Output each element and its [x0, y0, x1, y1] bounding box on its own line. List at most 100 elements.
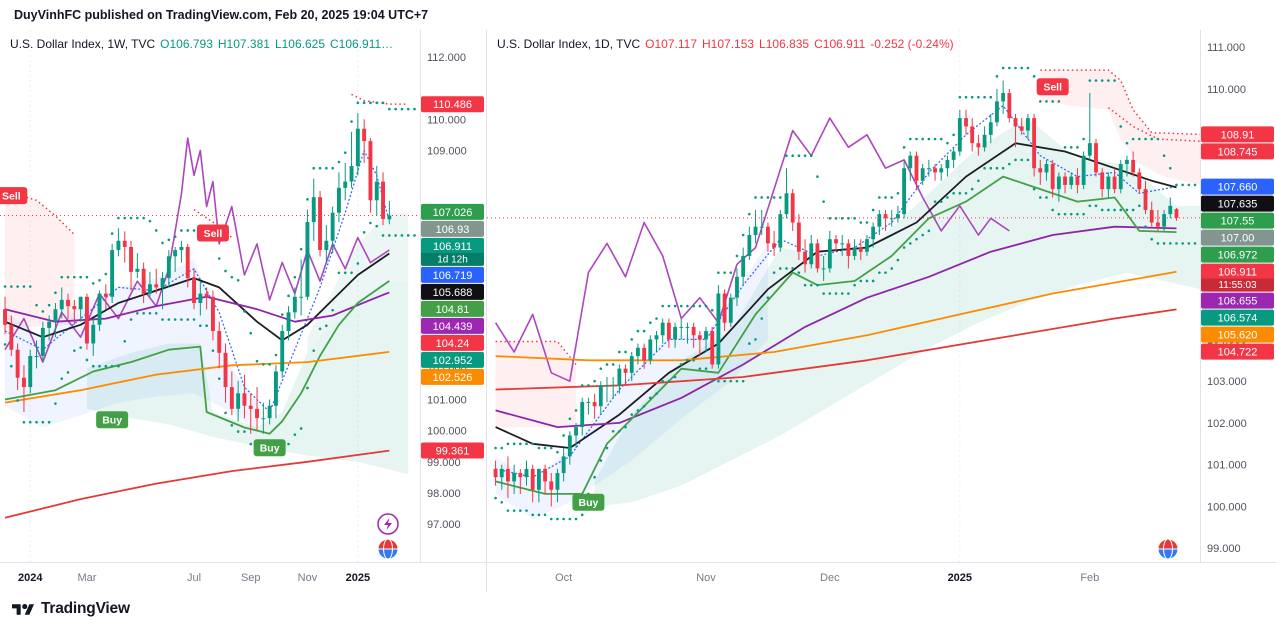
sell-signal-badge: Sell [1036, 78, 1069, 96]
svg-text:112.000: 112.000 [427, 52, 466, 64]
svg-text:100.000: 100.000 [427, 426, 467, 438]
price-level-badge: 99.361 [421, 442, 484, 459]
ma-purple-line [495, 225, 1177, 428]
svg-text:107.660: 107.660 [1218, 182, 1258, 194]
wavy-purple-line [494, 117, 1010, 382]
cloud-green [86, 281, 409, 475]
svg-text:107.026: 107.026 [433, 207, 473, 219]
sar-dots-layer [3, 101, 416, 446]
ohlc-value: -0.252 (-0.24%) [870, 37, 954, 51]
symbol-title: U.S. Dollar Index, 1D, TVC [497, 37, 641, 51]
svg-text:100.000: 100.000 [1207, 501, 1247, 513]
svg-text:102.526: 102.526 [433, 372, 473, 384]
sar-dots-layer [494, 66, 1200, 521]
svg-text:Sell: Sell [2, 190, 21, 202]
boost-lightning-icon[interactable] [377, 513, 399, 535]
price-axis[interactable]: 111.000110.000105.000104.000103.000102.0… [1207, 42, 1247, 555]
svg-text:2025: 2025 [948, 572, 972, 584]
ma-red-line [4, 449, 390, 519]
svg-text:106.93: 106.93 [436, 224, 470, 236]
cloud-green-upper [307, 212, 409, 353]
ohlc-value: O107.117 [645, 37, 697, 51]
svg-text:107.635: 107.635 [1218, 199, 1258, 211]
ohlc-value: C106.911… [330, 37, 394, 51]
stop-zone-pink [5, 190, 75, 328]
svg-text:104.722: 104.722 [1218, 347, 1258, 359]
svg-text:106.972: 106.972 [1218, 250, 1258, 262]
stop-dotted-line [495, 340, 577, 365]
svg-text:107.00: 107.00 [1221, 233, 1255, 245]
chart-legend: U.S. Dollar Index, 1D, TVC O107.117 H107.1… [497, 37, 954, 51]
svg-text:102.000: 102.000 [1207, 418, 1247, 430]
svg-text:11:55:03: 11:55:03 [1218, 280, 1257, 291]
time-axis[interactable]: 2024 Mar Jul Sep Nov 2025 [18, 572, 370, 584]
stop-zone-pink [495, 341, 576, 428]
sell-signal-badge: Sell [0, 187, 28, 205]
svg-text:104.81: 104.81 [436, 304, 470, 316]
price-level-badge: 104.24 [421, 334, 484, 351]
svg-text:Jul: Jul [187, 572, 201, 584]
sell-signal-badge: Sell [196, 224, 229, 242]
svg-text:Oct: Oct [555, 572, 572, 584]
buy-signal-badge: Buy [96, 411, 129, 429]
svg-text:107.55: 107.55 [1221, 216, 1255, 228]
price-level-badge: 110.486 [421, 96, 484, 113]
publish-info-text: DuyVinhFC published on TradingView.com, … [14, 8, 429, 22]
svg-text:1d 12h: 1d 12h [437, 254, 468, 265]
ohlc-value: C106.911 [814, 37, 866, 51]
wavy-purple-line [4, 137, 390, 363]
svg-text:2024: 2024 [18, 572, 43, 584]
plot-area[interactable]: Buy Sell [487, 30, 1203, 562]
plot-area[interactable]: Sell Buy Sell Buy [0, 30, 420, 562]
svg-text:110.000: 110.000 [1207, 84, 1246, 96]
svg-text:106.655: 106.655 [1218, 296, 1258, 308]
price-level-badge: 106.972 [1201, 246, 1274, 263]
ma-black-line [4, 252, 390, 342]
buy-signal-badge: Buy [253, 439, 286, 457]
price-labels: 108.91 108.745 107.660 107.635 107.55 107.00 1… [1201, 126, 1274, 360]
ohlc-values: O106.793 H107.381 L106.625 C106.911… [155, 37, 393, 51]
svg-text:111.000: 111.000 [1207, 42, 1245, 54]
ohlc-value: O106.793 [160, 37, 213, 51]
svg-text:97.000: 97.000 [427, 519, 461, 531]
price-level-badge: 106.719 [421, 266, 484, 283]
price-level-badge: 104.81 [421, 300, 484, 317]
svg-text:110.000: 110.000 [427, 114, 466, 126]
svg-text:108.745: 108.745 [1218, 146, 1258, 158]
svg-text:101.000: 101.000 [427, 395, 467, 407]
price-level-badge: 104.722 [1201, 343, 1274, 360]
ohlc-value: L106.835 [759, 37, 810, 51]
weekly-chart-canvas[interactable]: SellBuySellBuy112.000110.000109.000102.0… [0, 30, 486, 592]
svg-text:106.911: 106.911 [433, 241, 472, 253]
ma-orange-line [495, 270, 1177, 362]
svg-text:105.688: 105.688 [433, 287, 473, 299]
tradingview-wordmark[interactable]: TradingView [41, 600, 130, 617]
daily-chart-canvas[interactable]: BuySell111.000110.000105.000104.000103.0… [487, 30, 1276, 592]
svg-text:Dec: Dec [820, 572, 840, 584]
trend-green-line [4, 280, 390, 435]
price-level-badge: 107.55 [1201, 212, 1274, 229]
price-level-badge: 102.526 [421, 368, 484, 385]
svg-text:99.000: 99.000 [427, 457, 461, 469]
globe-icon[interactable] [377, 538, 399, 560]
globe-icon[interactable] [1157, 538, 1179, 560]
svg-text:Sell: Sell [1043, 82, 1062, 94]
svg-text:104.24: 104.24 [436, 338, 470, 350]
tradingview-logo-icon[interactable] [12, 601, 34, 618]
candles-layer [3, 113, 392, 434]
svg-text:98.000: 98.000 [427, 488, 461, 500]
footer: TradingView [0, 592, 1276, 626]
stop-dotted-line [4, 190, 75, 236]
time-axis[interactable]: Oct Nov Dec 2025 Feb [555, 572, 1099, 584]
price-level-badge: 107.635 [1201, 195, 1274, 212]
daily-chart-panel[interactable]: U.S. Dollar Index, 1D, TVC O107.117 H107.1… [487, 30, 1276, 592]
svg-text:101.000: 101.000 [1207, 460, 1247, 472]
weekly-chart-panel[interactable]: U.S. Dollar Index, 1W, TVC O106.793 H107.3… [0, 30, 487, 592]
svg-text:Sell: Sell [204, 228, 223, 240]
price-level-badge: 106.574 [1201, 309, 1274, 326]
svg-text:102.952: 102.952 [433, 355, 473, 367]
price-level-badge: 106.655 [1201, 292, 1274, 309]
